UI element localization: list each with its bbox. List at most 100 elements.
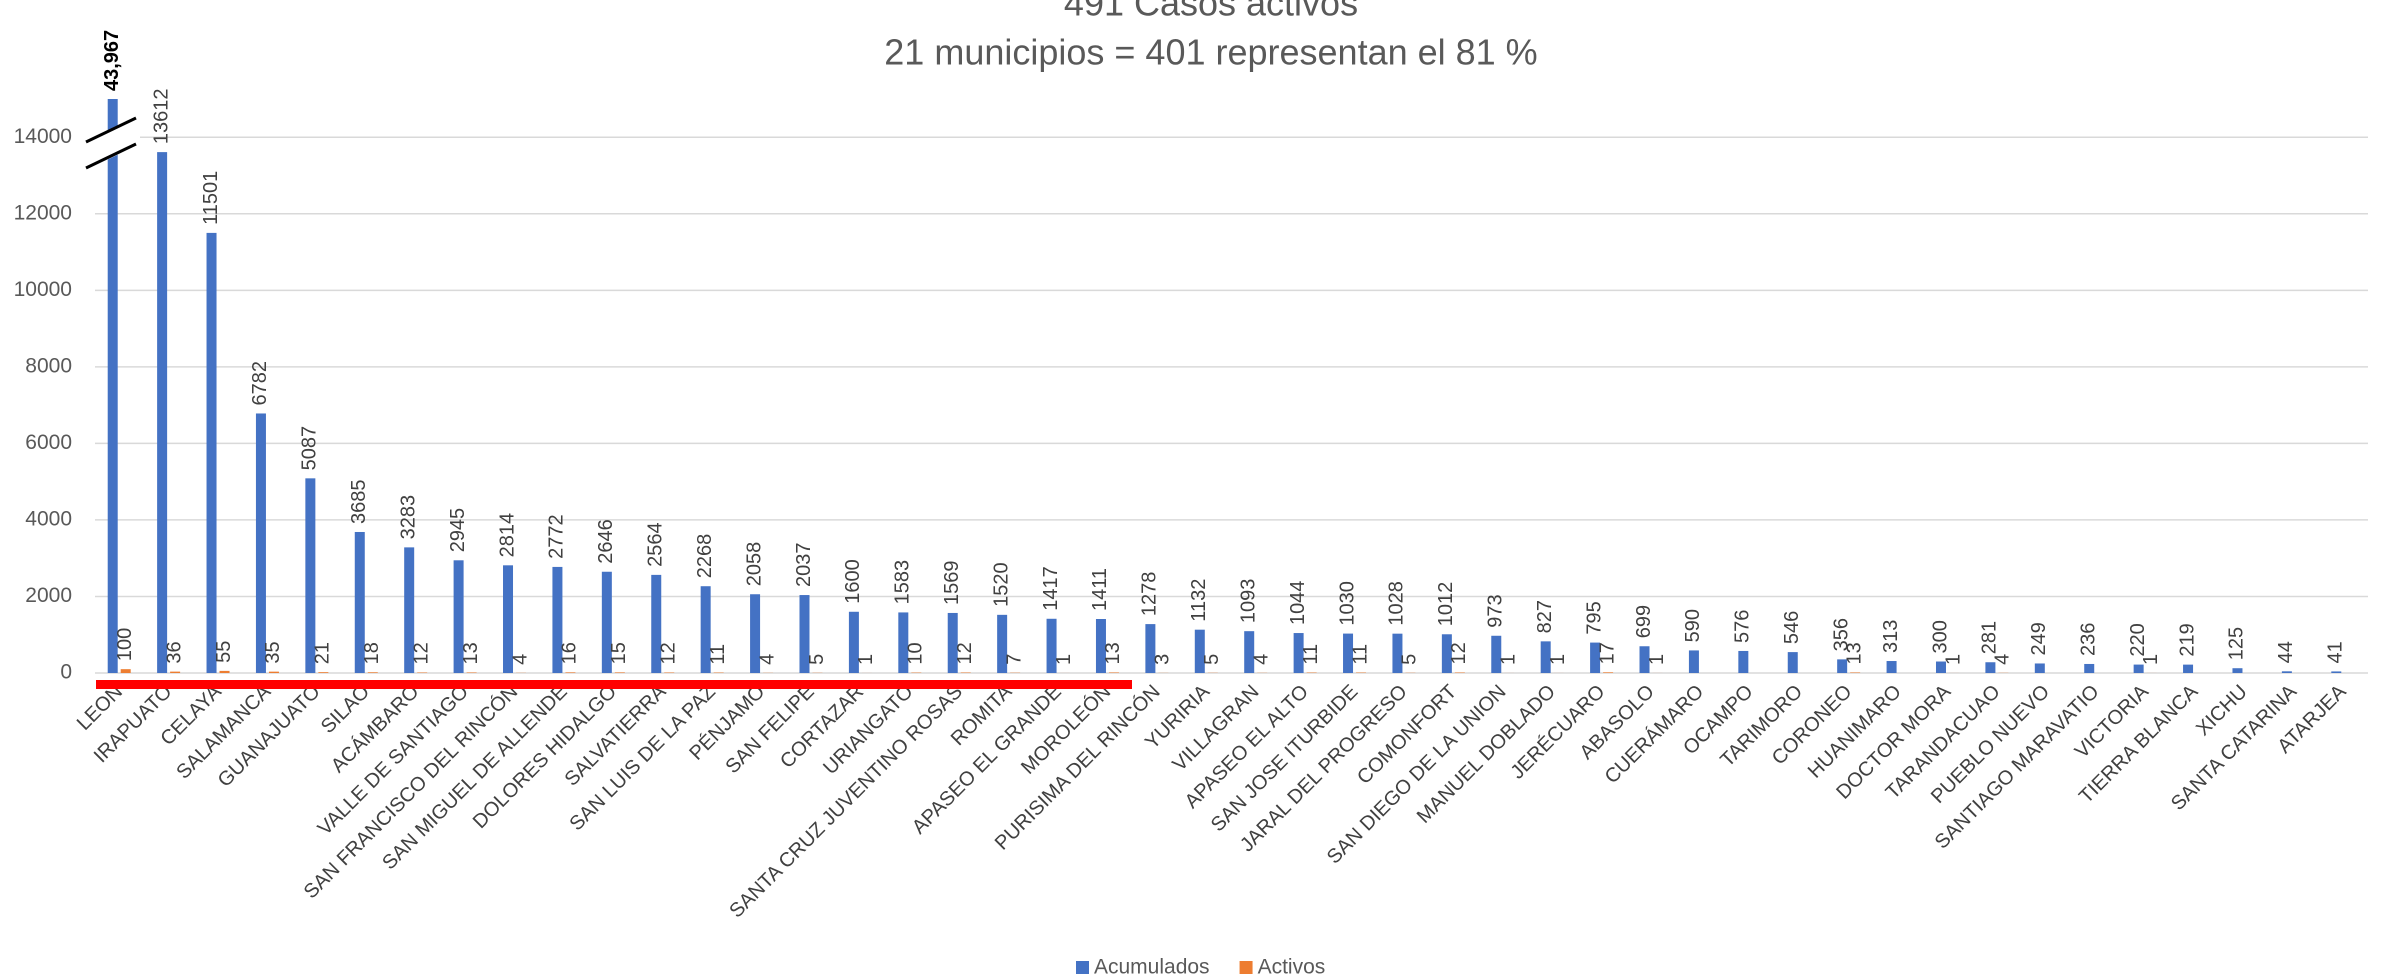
bar xyxy=(305,478,316,673)
data-label: 2037 xyxy=(793,543,815,588)
data-label: 12 xyxy=(954,642,976,664)
data-label: 1278 xyxy=(1139,572,1161,617)
data-label: 1093 xyxy=(1237,579,1259,624)
data-label: 1417 xyxy=(1040,566,1062,611)
data-label: 236 xyxy=(2078,623,2100,656)
data-label: 7 xyxy=(1003,654,1025,665)
data-label: 13 xyxy=(460,642,482,664)
data-label: 1044 xyxy=(1287,581,1309,626)
data-label: 1600 xyxy=(842,559,864,604)
bar xyxy=(2034,663,2045,673)
y-tick-label: 14000 xyxy=(14,125,72,148)
data-label: 1030 xyxy=(1336,581,1358,626)
bar xyxy=(1603,672,1614,673)
data-label: 1 xyxy=(855,654,877,665)
data-label: 1 xyxy=(1053,654,1075,665)
bar xyxy=(1935,661,1946,673)
bar xyxy=(1688,650,1699,673)
data-label: 15 xyxy=(608,642,630,664)
bar xyxy=(1886,661,1897,673)
data-label: 4 xyxy=(1250,654,1272,665)
data-label: 356 xyxy=(1830,618,1852,651)
data-label: 41 xyxy=(2325,641,2347,663)
data-label: 220 xyxy=(2127,623,2149,656)
bar xyxy=(354,531,365,673)
data-label: 12 xyxy=(1448,642,1470,664)
data-label: 699 xyxy=(1633,605,1655,638)
bars xyxy=(107,99,2342,674)
data-label: 11501 xyxy=(200,171,222,225)
data-label: 1569 xyxy=(941,560,963,605)
data-label: 35 xyxy=(262,641,284,663)
bar xyxy=(1738,650,1749,673)
data-label: 5 xyxy=(1399,654,1421,665)
data-label: 17 xyxy=(1596,642,1618,664)
legend-swatch xyxy=(1076,961,1089,974)
bar xyxy=(206,232,217,673)
data-label: 1 xyxy=(1547,654,1569,665)
break-line xyxy=(85,116,137,144)
data-label: 1132 xyxy=(1188,579,1210,622)
bar xyxy=(1787,652,1798,673)
y-tick-label: 12000 xyxy=(14,201,72,224)
bar xyxy=(1293,633,1304,673)
data-label: 5 xyxy=(1201,654,1223,665)
data-label: 11 xyxy=(1300,644,1322,665)
data-label: 300 xyxy=(1929,620,1951,653)
bar xyxy=(503,565,514,673)
data-label: 576 xyxy=(1732,610,1754,643)
data-label: 4 xyxy=(756,654,778,665)
data-label: 11 xyxy=(1349,644,1371,665)
bar xyxy=(1046,618,1057,673)
data-label: 4 xyxy=(1992,654,2014,665)
data-label: 13612 xyxy=(150,88,172,144)
bar xyxy=(2331,671,2342,673)
data-label: 2564 xyxy=(645,522,667,567)
axis-break xyxy=(85,116,140,170)
data-label: 100 xyxy=(114,628,136,661)
data-label: 4 xyxy=(509,654,531,665)
data-label: 36 xyxy=(163,641,185,663)
data-label: 2814 xyxy=(496,513,518,558)
data-label: 1520 xyxy=(990,562,1012,607)
y-tick-label: 2000 xyxy=(25,584,72,607)
break-line xyxy=(85,142,137,170)
data-label: 11 xyxy=(707,644,729,665)
data-label: 1583 xyxy=(892,560,914,605)
bar xyxy=(1441,634,1452,673)
y-tick-label: 6000 xyxy=(25,431,72,454)
data-label: 590 xyxy=(1682,609,1704,642)
bar xyxy=(219,670,230,673)
data-label: 2646 xyxy=(595,519,617,564)
bar xyxy=(614,672,625,673)
data-label: 973 xyxy=(1485,594,1507,627)
legend-label: Activos xyxy=(1258,956,1326,979)
data-label: 313 xyxy=(1880,620,1902,653)
bar xyxy=(1095,619,1106,673)
data-label: 43,967 xyxy=(101,30,123,91)
bar xyxy=(255,413,266,673)
bar xyxy=(1540,641,1551,673)
data-label: 18 xyxy=(361,642,383,664)
data-label: 795 xyxy=(1583,601,1605,634)
y-tick-label: 0 xyxy=(60,661,72,684)
bar xyxy=(750,594,761,673)
bar xyxy=(601,571,612,673)
data-label: 6782 xyxy=(249,361,271,406)
data-label: 2268 xyxy=(694,534,716,579)
bar xyxy=(453,560,464,673)
data-label: 3283 xyxy=(397,495,419,540)
highlight-bar xyxy=(96,680,1132,689)
bar xyxy=(947,612,958,673)
bar xyxy=(1837,659,1848,673)
legend: Acumulados Activos xyxy=(1076,956,1325,979)
bar xyxy=(2281,671,2292,673)
data-label: 13 xyxy=(1843,642,1865,664)
data-label: 827 xyxy=(1534,600,1556,633)
data-label: 546 xyxy=(1781,611,1803,644)
bar xyxy=(157,152,168,673)
bar xyxy=(170,671,181,673)
chart-subtitle: 21 municipios = 401 representan el 81 % xyxy=(884,32,1537,73)
